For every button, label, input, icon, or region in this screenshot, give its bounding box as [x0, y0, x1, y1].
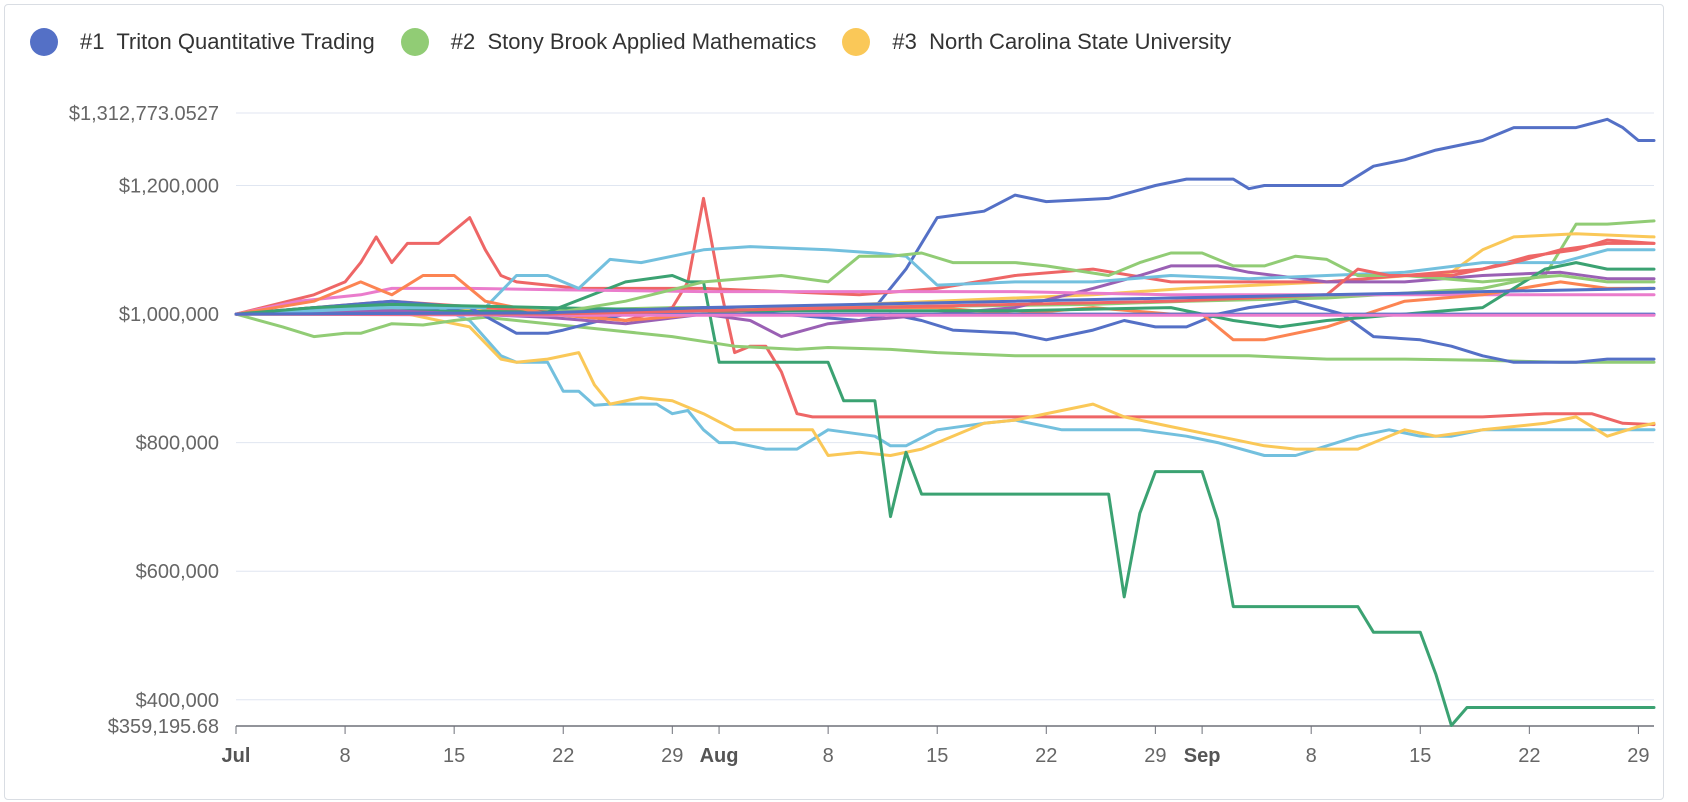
y-tick-label: $800,000 — [136, 433, 219, 455]
x-axis: Jul 8 15 22 29 Aug 8 15 22 29 Sep 8 15 22 29 — [222, 726, 1650, 767]
y-tick-label: $1,312,773.0527 — [69, 103, 219, 125]
x-tick-label: 22 — [1518, 745, 1540, 767]
legend-name: North Carolina State University — [929, 29, 1232, 54]
legend-name: Triton Quantitative Trading — [116, 29, 375, 54]
series-line-20[interactable] — [234, 286, 1656, 316]
legend-rank: #2 — [450, 29, 476, 54]
legend-rank: #1 — [80, 29, 105, 54]
series-line-6[interactable] — [234, 306, 1656, 457]
legend-marker-icon — [30, 28, 58, 56]
x-tick-label: 8 — [1306, 745, 1317, 767]
x-tick-label: 22 — [552, 745, 574, 767]
x-tick-label: 15 — [443, 745, 465, 767]
x-tick-label: 8 — [823, 745, 834, 767]
series-line-3[interactable] — [234, 232, 1656, 316]
legend-name: Stony Brook Applied Mathematics — [487, 29, 817, 54]
x-tick-label: 22 — [1035, 745, 1057, 767]
y-tick-label: $600,000 — [136, 561, 219, 583]
chart-legend: #1 Triton Quantitative Trading #2 Stony … — [30, 28, 1257, 56]
x-tick-label: 29 — [1627, 745, 1649, 767]
x-tick-label: 29 — [661, 745, 683, 767]
y-tick-label: $400,000 — [136, 690, 219, 712]
legend-item-2[interactable]: #2 Stony Brook Applied Mathematics — [400, 28, 817, 56]
x-tick-label: 29 — [1144, 745, 1166, 767]
chart-frame — [4, 4, 1664, 800]
x-tick-label: 8 — [340, 745, 351, 767]
x-tick-label: Jul — [222, 745, 251, 767]
y-tick-label: $1,200,000 — [119, 175, 219, 197]
series-line-15[interactable] — [234, 261, 1656, 329]
legend-marker-icon — [842, 28, 871, 56]
series-line-7[interactable] — [234, 309, 1656, 457]
legend-item-3[interactable]: #3 North Carolina State University — [842, 28, 1231, 56]
legend-rank: #3 — [892, 29, 917, 54]
series-line-9[interactable] — [234, 312, 1656, 364]
x-tick-label: Aug — [700, 745, 739, 767]
grid-lines — [236, 112, 1654, 727]
y-tick-label: $1,000,000 — [119, 304, 219, 326]
legend-item-1[interactable]: #1 Triton Quantitative Trading — [30, 28, 375, 56]
x-tick-label: 15 — [926, 745, 948, 767]
x-tick-label: 15 — [1409, 745, 1431, 767]
y-tick-label: $359,195.68 — [108, 716, 219, 738]
series-line-19[interactable] — [234, 241, 1656, 316]
y-axis: $1,312,773.0527 $1,200,000 $1,000,000 $800,… — [69, 103, 219, 738]
series-line-14[interactable] — [234, 274, 1656, 342]
series-line-10[interactable] — [234, 299, 1656, 364]
series-line-8[interactable] — [234, 274, 1656, 727]
series-line-13[interactable] — [234, 245, 1656, 316]
legend-marker-icon — [400, 28, 429, 56]
series-lines[interactable] — [234, 117, 1656, 727]
x-tick-label: Sep — [1184, 745, 1221, 767]
